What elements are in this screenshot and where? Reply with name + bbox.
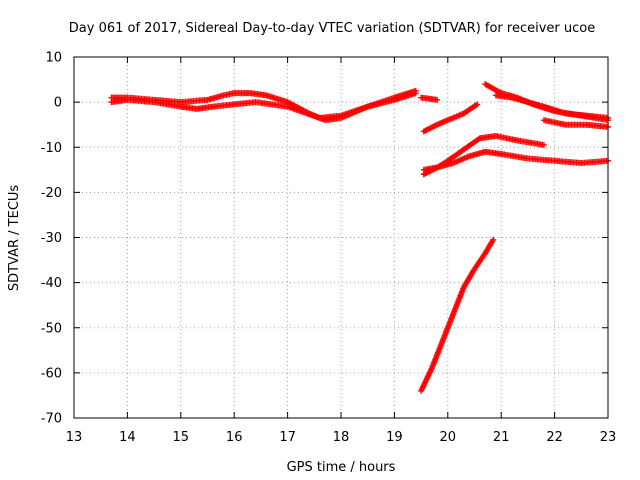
series-track-7-fall xyxy=(492,92,611,121)
series-track-3-rise xyxy=(420,101,481,135)
x-axis-ticks: 13 14 15 16 17 18 19 20 21 22 23 xyxy=(66,57,617,445)
y-axis-ticks: 10 0 -10 -20 -30 -40 -50 -60 -70 xyxy=(41,51,608,427)
x-tick-label: 15 xyxy=(173,430,190,445)
y-tick-label: -70 xyxy=(41,412,62,427)
x-tick-label: 19 xyxy=(386,430,403,445)
y-tick-label: -50 xyxy=(41,321,62,336)
x-tick-label: 13 xyxy=(66,430,83,445)
data-point xyxy=(474,101,481,108)
series-track-9-steep xyxy=(418,236,497,394)
x-tick-label: 14 xyxy=(119,430,136,445)
grid-lines xyxy=(74,57,608,418)
y-tick-label: 10 xyxy=(45,51,62,66)
series-track-2-tail xyxy=(418,94,441,103)
x-tick-label: 23 xyxy=(600,430,617,445)
x-tick-label: 21 xyxy=(493,430,510,445)
data-point xyxy=(434,96,441,103)
data-point xyxy=(475,136,482,143)
series-track-5-flat xyxy=(420,148,611,173)
y-tick-label: -10 xyxy=(41,141,62,156)
data-point xyxy=(490,236,497,243)
chart-title: Day 061 of 2017, Sidereal Day-to-day VTE… xyxy=(69,21,595,36)
x-axis-label: GPS time / hours xyxy=(287,460,396,475)
data-point xyxy=(472,102,479,109)
data-point xyxy=(540,141,547,148)
x-tick-label: 18 xyxy=(333,430,350,445)
series-track-1-lower xyxy=(108,90,419,121)
y-axis-label: SDTVAR / TECUs xyxy=(7,185,22,292)
y-tick-label: -40 xyxy=(41,276,62,291)
y-tick-label: -60 xyxy=(41,366,62,381)
x-tick-label: 17 xyxy=(279,430,296,445)
x-tick-label: 16 xyxy=(226,430,243,445)
x-tick-label: 20 xyxy=(440,430,457,445)
y-tick-label: -30 xyxy=(41,231,62,246)
x-tick-label: 22 xyxy=(546,430,563,445)
y-tick-label: -20 xyxy=(41,186,62,201)
y-tick-label: 0 xyxy=(54,96,62,111)
data-point xyxy=(412,90,419,97)
data-series xyxy=(108,81,611,394)
data-point xyxy=(432,122,439,129)
